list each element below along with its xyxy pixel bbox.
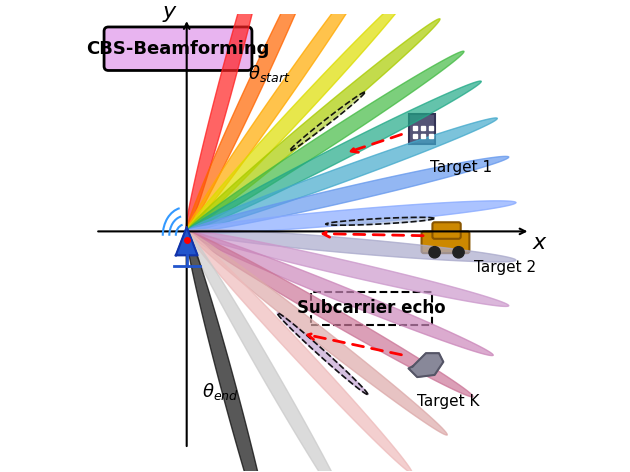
Polygon shape bbox=[277, 313, 368, 395]
Polygon shape bbox=[186, 231, 352, 472]
Text: CBS-Beamforming: CBS-Beamforming bbox=[86, 40, 270, 58]
FancyBboxPatch shape bbox=[311, 292, 432, 325]
Polygon shape bbox=[186, 156, 509, 232]
Bar bbox=[413, 134, 417, 138]
Text: Target 2: Target 2 bbox=[474, 260, 536, 275]
Polygon shape bbox=[186, 231, 273, 472]
Polygon shape bbox=[186, 19, 440, 232]
Bar bbox=[421, 126, 425, 130]
Polygon shape bbox=[176, 227, 198, 255]
Polygon shape bbox=[186, 0, 327, 231]
Text: Target K: Target K bbox=[417, 395, 479, 410]
Polygon shape bbox=[186, 231, 447, 435]
Polygon shape bbox=[186, 0, 273, 231]
Polygon shape bbox=[186, 0, 377, 231]
Polygon shape bbox=[186, 231, 412, 472]
Text: $\theta_{end}$: $\theta_{end}$ bbox=[202, 381, 239, 402]
Text: Target 1: Target 1 bbox=[430, 160, 493, 175]
Circle shape bbox=[429, 246, 440, 258]
Polygon shape bbox=[186, 231, 509, 306]
Circle shape bbox=[453, 246, 464, 258]
Polygon shape bbox=[186, 201, 516, 233]
Bar bbox=[428, 126, 433, 130]
Polygon shape bbox=[186, 229, 516, 262]
FancyBboxPatch shape bbox=[432, 222, 461, 239]
Polygon shape bbox=[289, 92, 365, 151]
Polygon shape bbox=[186, 118, 497, 232]
Text: y: y bbox=[163, 2, 176, 22]
Bar bbox=[428, 134, 433, 138]
Text: $\theta_{start}$: $\theta_{start}$ bbox=[248, 63, 290, 84]
Polygon shape bbox=[326, 217, 434, 225]
Polygon shape bbox=[186, 0, 412, 231]
FancyBboxPatch shape bbox=[421, 231, 469, 253]
Polygon shape bbox=[186, 231, 473, 397]
FancyBboxPatch shape bbox=[104, 27, 252, 70]
Polygon shape bbox=[186, 81, 481, 232]
Text: x: x bbox=[532, 233, 546, 253]
FancyBboxPatch shape bbox=[408, 114, 435, 144]
Polygon shape bbox=[186, 231, 493, 355]
Polygon shape bbox=[408, 353, 444, 377]
Bar bbox=[421, 134, 425, 138]
Polygon shape bbox=[186, 51, 464, 232]
Bar bbox=[413, 126, 417, 130]
Text: Subcarrier echo: Subcarrier echo bbox=[297, 298, 446, 317]
